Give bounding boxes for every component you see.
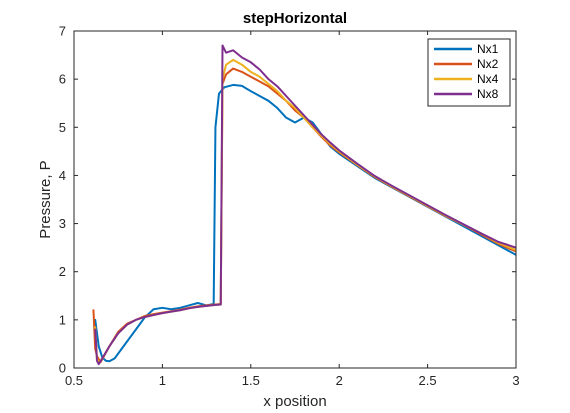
chart-title: stepHorizontal xyxy=(243,10,347,27)
x-tick-label: 1.5 xyxy=(242,373,260,388)
x-tick-label: 0.5 xyxy=(65,373,83,388)
y-tick-label: 7 xyxy=(59,24,66,39)
legend-label-nx2: Nx2 xyxy=(477,57,499,71)
x-tick-label: 1 xyxy=(159,373,166,388)
y-tick-label: 5 xyxy=(59,120,66,135)
legend-label-nx4: Nx4 xyxy=(477,72,499,86)
x-tick-label: 2.5 xyxy=(419,373,437,388)
legend-label-nx1: Nx1 xyxy=(477,42,499,56)
x-tick-label: 3 xyxy=(512,373,519,388)
legend-label-nx8: Nx8 xyxy=(477,87,499,101)
y-tick-label: 2 xyxy=(59,264,66,279)
y-tick-label: 3 xyxy=(59,216,66,231)
y-tick-label: 4 xyxy=(59,168,66,183)
y-axis-label: Pressure, P xyxy=(37,160,54,238)
y-tick-label: 0 xyxy=(59,361,66,376)
x-tick-label: 2 xyxy=(336,373,343,388)
y-tick-label: 6 xyxy=(59,72,66,87)
y-tick-label: 1 xyxy=(59,312,66,327)
x-axis-label: x position xyxy=(263,393,326,410)
